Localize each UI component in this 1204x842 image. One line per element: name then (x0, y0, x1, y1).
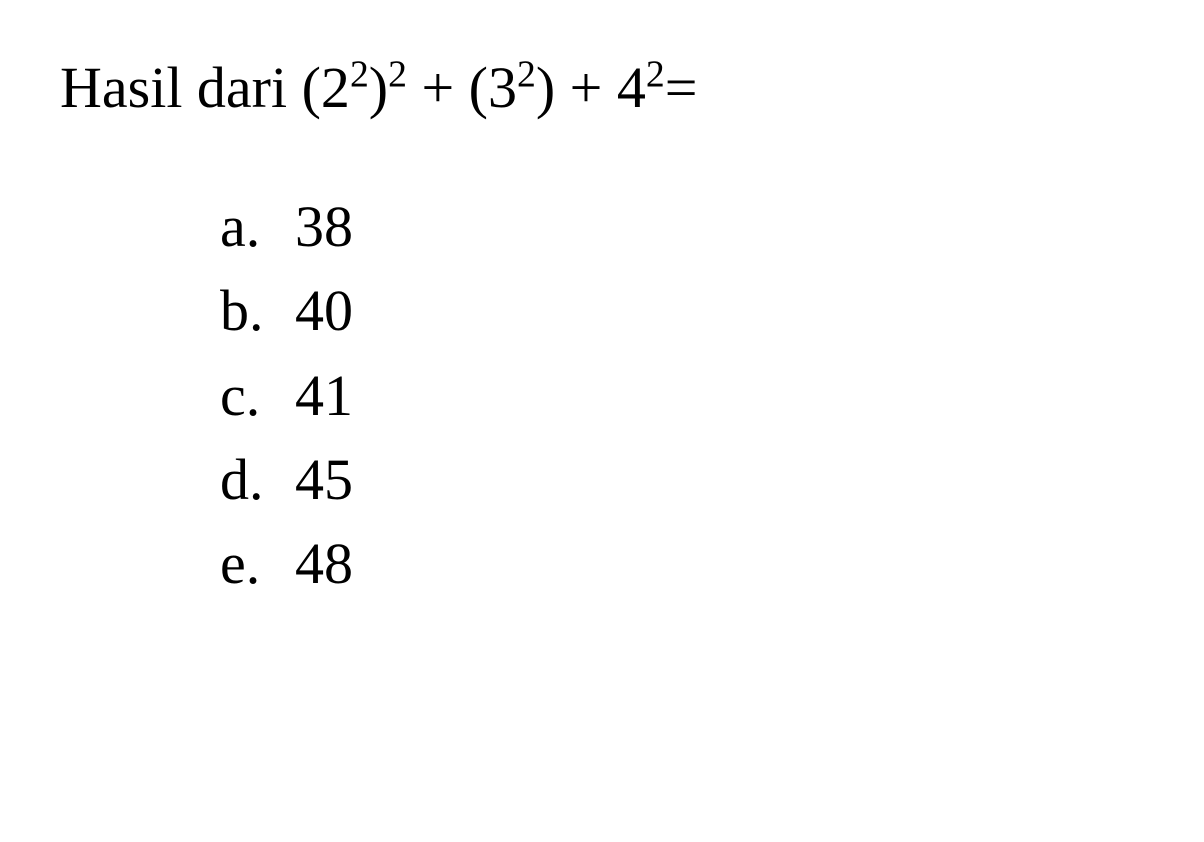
option-value: 48 (295, 522, 353, 606)
option-value: 41 (295, 354, 353, 438)
option-a: a. 38 (220, 185, 1144, 269)
option-c: c. 41 (220, 354, 1144, 438)
option-value: 38 (295, 185, 353, 269)
option-b: b. 40 (220, 269, 1144, 353)
options-list: a. 38 b. 40 c. 41 d. 45 e. 48 (220, 185, 1144, 605)
option-letter: e. (220, 522, 295, 606)
question-math: (22)2 + (32) + 42= (302, 55, 698, 120)
option-d: d. 45 (220, 438, 1144, 522)
option-value: 45 (295, 438, 353, 522)
question-prefix: Hasil dari (60, 55, 302, 120)
question-text: Hasil dari (22)2 + (32) + 42= (60, 50, 1144, 125)
option-e: e. 48 (220, 522, 1144, 606)
option-letter: b. (220, 269, 295, 353)
option-letter: d. (220, 438, 295, 522)
option-letter: c. (220, 354, 295, 438)
option-value: 40 (295, 269, 353, 353)
option-letter: a. (220, 185, 295, 269)
